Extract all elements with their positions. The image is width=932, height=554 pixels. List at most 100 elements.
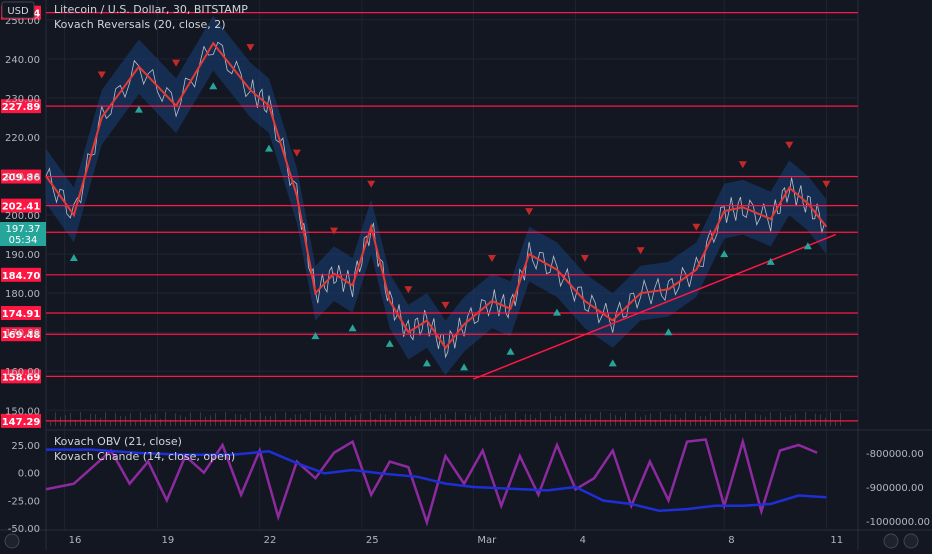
volume-bar	[725, 417, 726, 426]
up-marker	[506, 347, 515, 355]
volume-bar	[685, 412, 686, 426]
volume-bar	[150, 414, 151, 426]
volume-bar	[200, 412, 201, 426]
currency-badge[interactable]	[1, 1, 35, 19]
volume-bar	[235, 413, 236, 426]
chande-line	[45, 437, 818, 527]
down-marker	[246, 44, 255, 52]
volume-bar	[635, 412, 636, 426]
volume-bar	[80, 412, 81, 426]
volume-bar	[145, 417, 146, 426]
volume-bar	[95, 414, 96, 426]
volume-bar	[105, 412, 106, 426]
down-marker	[580, 255, 589, 262]
volume-bar	[800, 419, 801, 426]
volume-bar	[840, 412, 841, 426]
volume-bar	[825, 417, 826, 426]
volume-bar	[680, 417, 681, 426]
level-label: 227.89	[2, 102, 41, 113]
volume-bar	[505, 413, 506, 426]
volume-bar	[70, 413, 71, 426]
volume-bar	[465, 413, 466, 426]
volume-bar	[710, 412, 711, 426]
volume-bar	[480, 412, 481, 426]
volume-bar	[90, 413, 91, 426]
price-tick-label: 170.00	[5, 328, 40, 339]
volume-bar	[335, 412, 336, 426]
volume-bar	[520, 418, 521, 426]
volume-bar	[720, 412, 721, 426]
chart-title: Litecoin / U.S. Dollar, 30, BITSTAMP	[54, 3, 248, 16]
up-marker	[311, 332, 320, 340]
volume-bar	[370, 412, 371, 426]
marker-layer	[69, 44, 831, 371]
up-marker	[264, 144, 273, 152]
level-badge	[1, 369, 41, 384]
volume-bar	[755, 413, 756, 426]
down-marker	[785, 141, 794, 149]
volume-bar	[295, 414, 296, 426]
volume-bar	[75, 419, 76, 426]
down-marker	[636, 247, 645, 255]
volume-bar	[430, 412, 431, 426]
volume-bar	[595, 418, 596, 426]
volume-bar	[130, 412, 131, 426]
indicator-chande-label: Kovach Chande (14, close, open)	[54, 450, 235, 463]
volume-bar	[260, 412, 261, 426]
volume-bar	[320, 413, 321, 426]
volume-bar	[285, 412, 286, 426]
volume-bar	[780, 412, 781, 426]
axis-layer: 150.00160.00170.00180.00190.00200.00210.…	[5, 16, 930, 546]
volume-bar	[165, 412, 166, 426]
volume-bar	[545, 420, 546, 426]
volume-bar	[425, 420, 426, 426]
z-button[interactable]	[4, 533, 20, 549]
volume-bar	[440, 414, 441, 426]
volume-bar	[610, 413, 611, 426]
volume-bar	[795, 413, 796, 426]
down-marker	[367, 180, 376, 188]
settings-button[interactable]	[883, 533, 899, 549]
countdown-label: 05:34	[9, 235, 38, 246]
osc-left-tick: -50.00	[8, 524, 40, 535]
osc-right-tick: -800000.00	[866, 449, 924, 460]
currency-label[interactable]: USD	[7, 6, 29, 17]
volume-bar	[360, 413, 361, 426]
volume-bar	[835, 420, 836, 426]
time-tick-label: 11	[830, 535, 843, 546]
volume-bar	[140, 412, 141, 426]
price-tick-label: 230.00	[5, 94, 40, 105]
down-marker	[487, 255, 496, 262]
auto-scale-button[interactable]	[903, 533, 919, 549]
level-badge	[1, 198, 41, 213]
volume-bar	[540, 412, 541, 426]
level-badge	[1, 306, 41, 321]
volume-bar	[590, 413, 591, 426]
price-tick-label: 220.00	[5, 133, 40, 144]
current-price-badge	[0, 222, 46, 246]
up-marker	[766, 257, 775, 265]
up-marker	[720, 250, 729, 258]
indicator-main-label: Kovach Reversals (20, close, 2)	[54, 18, 226, 31]
price-tick-label: 160.00	[5, 367, 40, 378]
time-tick-label: 22	[264, 535, 277, 546]
volume-bar	[805, 412, 806, 426]
band-layer	[46, 15, 827, 376]
volume-bar	[215, 413, 216, 426]
time-tick-label: 8	[728, 535, 734, 546]
volume-bar	[155, 413, 156, 426]
volume-bar	[100, 417, 101, 426]
volume-bar	[385, 414, 386, 426]
volume-bar	[85, 418, 86, 426]
volume-bar	[550, 412, 551, 426]
osc-left-tick: -25.00	[8, 496, 40, 507]
volume-bar	[395, 412, 396, 426]
volume-bar	[655, 419, 656, 426]
volume-bar	[115, 412, 116, 426]
volume-bar	[535, 417, 536, 426]
volume-bar	[315, 419, 316, 426]
volume-bar	[515, 412, 516, 426]
price-tick-label: 240.00	[5, 55, 40, 66]
up-marker	[664, 328, 673, 336]
